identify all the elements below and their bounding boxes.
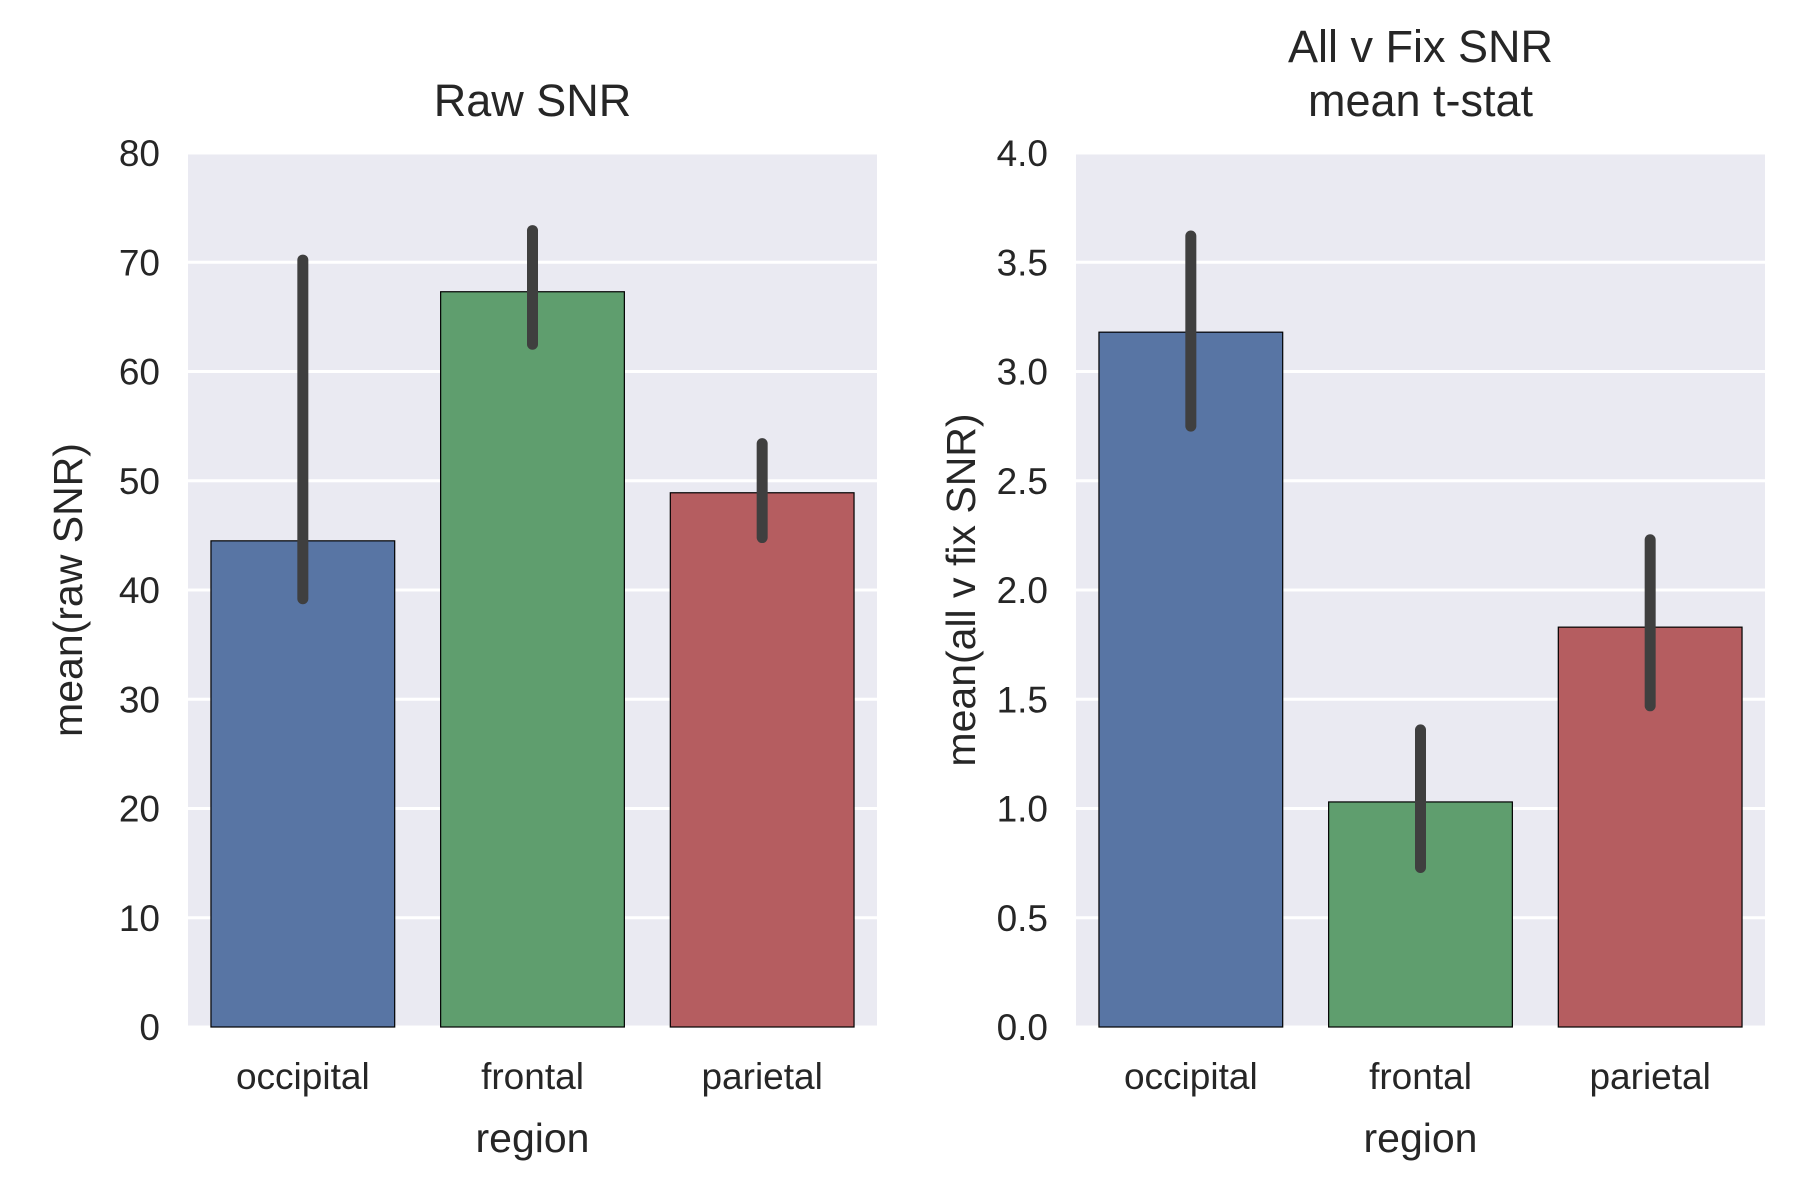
y-axis-label: mean(all v fix SNR) [938,413,984,766]
x-tick-label: occipital [1124,1056,1258,1097]
y-tick-label: 50 [119,461,160,502]
y-axis-label: mean(raw SNR) [45,443,91,737]
y-tick-label: 10 [119,898,160,939]
x-tick-label: occipital [236,1056,370,1097]
x-axis-label: region [476,1115,590,1161]
y-tick-label: 0.5 [997,898,1048,939]
chart-title-line: All v Fix SNR [1288,21,1553,72]
bar-parietal [669,492,855,1028]
x-tick-label: parietal [1589,1056,1710,1097]
y-tick-label: 30 [119,679,160,720]
bar-frontal [440,291,625,1028]
y-tick-label: 1.0 [997,789,1048,830]
y-tick-label: 0 [139,1007,160,1048]
x-tick-label: frontal [1369,1056,1472,1097]
y-tick-label: 1.5 [997,679,1048,720]
y-tick-label: 3.0 [997,352,1048,393]
chart-title-line: Raw SNR [434,75,632,126]
bar-occipital [1098,331,1284,1028]
y-tick-label: 80 [119,133,160,174]
x-tick-label: parietal [701,1056,822,1097]
y-tick-label: 4.0 [997,133,1048,174]
y-tick-label: 2.5 [997,461,1048,502]
y-tick-label: 3.5 [997,242,1048,283]
chart-panel-1: 0 10 20 30 40 50 60 70 80 occipital frontal parieta… [45,75,877,1161]
chart-panel-2: 0.0 0.5 1.0 1.5 2.0 2.5 3.0 3.5 4.0 occipital fron… [938,21,1765,1161]
y-tick-label: 0.0 [997,1007,1048,1048]
bar-occipital [210,540,396,1028]
x-tick-label: frontal [481,1056,584,1097]
chart-title-line: mean t-stat [1308,75,1534,126]
y-tick-label: 60 [119,352,160,393]
y-tick-label: 40 [119,570,160,611]
y-tick-label: 20 [119,789,160,830]
x-axis-label: region [1364,1115,1478,1161]
y-tick-label: 70 [119,242,160,283]
y-tick-label: 2.0 [997,570,1048,611]
